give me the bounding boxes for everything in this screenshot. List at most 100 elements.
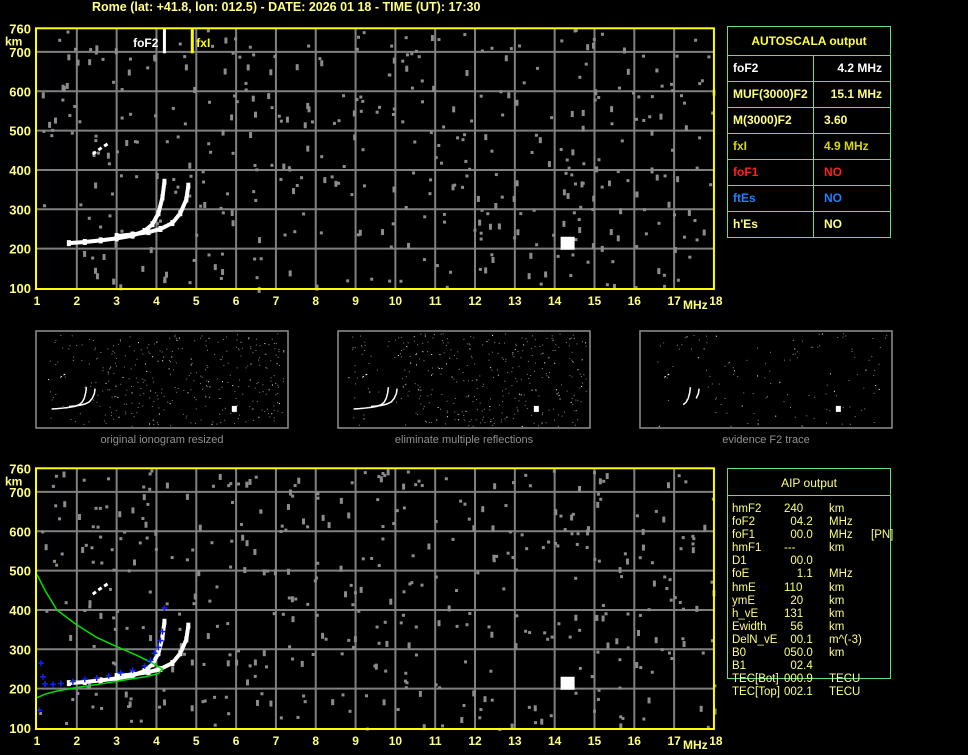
noise-dot — [39, 711, 43, 715]
noise-dot — [265, 367, 267, 369]
noise-dot — [158, 705, 162, 709]
x-tick-label: 7 — [273, 734, 280, 748]
thumbnail-frame — [35, 330, 289, 429]
noise-dot — [572, 211, 576, 215]
noise-dot — [534, 133, 538, 137]
noise-dot — [451, 537, 455, 541]
aip-value: 050.0 — [784, 647, 813, 660]
noise-dot — [447, 605, 451, 612]
noise-dot — [601, 604, 605, 608]
noise-dot — [119, 340, 121, 342]
aip-row: foE 1.1 MHz — [732, 568, 893, 581]
noise-dot — [873, 422, 875, 424]
noise-dot — [350, 481, 354, 485]
noise-dot — [842, 407, 844, 409]
noise-dot — [302, 518, 306, 525]
noise-dot — [821, 333, 823, 335]
noise-dot — [422, 342, 424, 344]
noise-dot — [105, 505, 109, 509]
noise-dot — [678, 600, 682, 604]
noise-dot — [226, 336, 228, 338]
noise-dot — [432, 337, 434, 339]
noise-dot — [262, 391, 264, 393]
noise-dot — [766, 396, 768, 398]
noise-dot — [108, 380, 110, 382]
noise-dot — [129, 345, 131, 347]
noise-dot — [235, 100, 239, 104]
noise-dot — [482, 383, 484, 385]
noise-dot — [136, 358, 138, 360]
noise-dot — [352, 347, 354, 349]
noise-dot — [420, 79, 424, 83]
noise-dot — [94, 51, 98, 55]
noise-dot — [391, 222, 395, 226]
noise-dot — [565, 158, 569, 162]
noise-dot — [115, 409, 117, 411]
noise-dot — [526, 408, 528, 410]
noise-dot — [108, 373, 110, 375]
noise-dot — [163, 395, 165, 397]
autoscala-title: AUTOSCALA output — [728, 27, 890, 56]
noise-dot — [401, 613, 405, 617]
noise-dot — [705, 335, 707, 337]
noise-dot — [554, 419, 556, 421]
aip-unit: km — [829, 581, 845, 594]
noise-dot — [506, 551, 510, 555]
noise-dot — [113, 345, 115, 347]
noise-dot — [219, 413, 221, 415]
noise-dot — [264, 353, 266, 355]
noise-dot — [278, 364, 280, 366]
noise-dot — [62, 471, 66, 478]
noise-dot — [70, 419, 72, 421]
noise-dot — [165, 482, 169, 489]
y-tick-label: 700 — [9, 45, 31, 60]
noise-dot — [357, 609, 361, 613]
noise-dot — [237, 334, 239, 336]
noise-dot — [787, 394, 789, 396]
noise-dot — [459, 499, 463, 503]
noise-dot — [171, 400, 173, 402]
noise-dot — [662, 273, 666, 277]
noise-dot — [218, 473, 222, 480]
noise-dot — [349, 583, 353, 587]
noise-dot — [109, 406, 111, 408]
aip-row: hmE 110 km — [732, 582, 893, 595]
aip-value: 56 — [784, 620, 804, 633]
noise-dot — [55, 563, 59, 567]
noise-dot — [320, 155, 324, 159]
aip-flag: [PN] — [871, 529, 894, 542]
noise-dot — [694, 38, 698, 42]
noise-dot — [339, 497, 343, 504]
noise-dot — [172, 178, 176, 182]
noise-dot — [277, 114, 281, 118]
noise-dot — [364, 349, 366, 351]
noise-dot — [650, 561, 654, 565]
noise-dot — [548, 357, 550, 359]
noise-dot — [435, 264, 439, 268]
aip-row: ymE 20 km — [732, 595, 893, 608]
noise-dot — [102, 390, 104, 392]
noise-dot — [154, 547, 158, 551]
noise-dot — [282, 381, 284, 383]
noise-dot — [252, 190, 256, 194]
marker-fxI-line — [190, 28, 194, 54]
noise-dot — [464, 410, 466, 412]
noise-dot — [452, 106, 456, 113]
aip-key: hmE — [732, 581, 756, 594]
noise-dot — [277, 356, 279, 358]
noise-dot — [595, 166, 599, 173]
noise-dot — [353, 636, 357, 643]
noise-dot — [251, 408, 253, 410]
noise-dot — [100, 707, 104, 711]
noise-dot — [523, 344, 525, 346]
aip-value: 110 — [784, 581, 803, 594]
noise-dot — [275, 343, 277, 345]
noise-dot — [152, 356, 154, 358]
marker-label: fxI — [196, 36, 210, 50]
noise-dot — [295, 184, 299, 188]
noise-dot — [563, 411, 565, 413]
noise-dot — [427, 370, 429, 372]
autoscala-key: ftEs — [728, 186, 814, 211]
noise-dot — [542, 352, 544, 354]
aip-value: 04.2 — [784, 516, 813, 529]
